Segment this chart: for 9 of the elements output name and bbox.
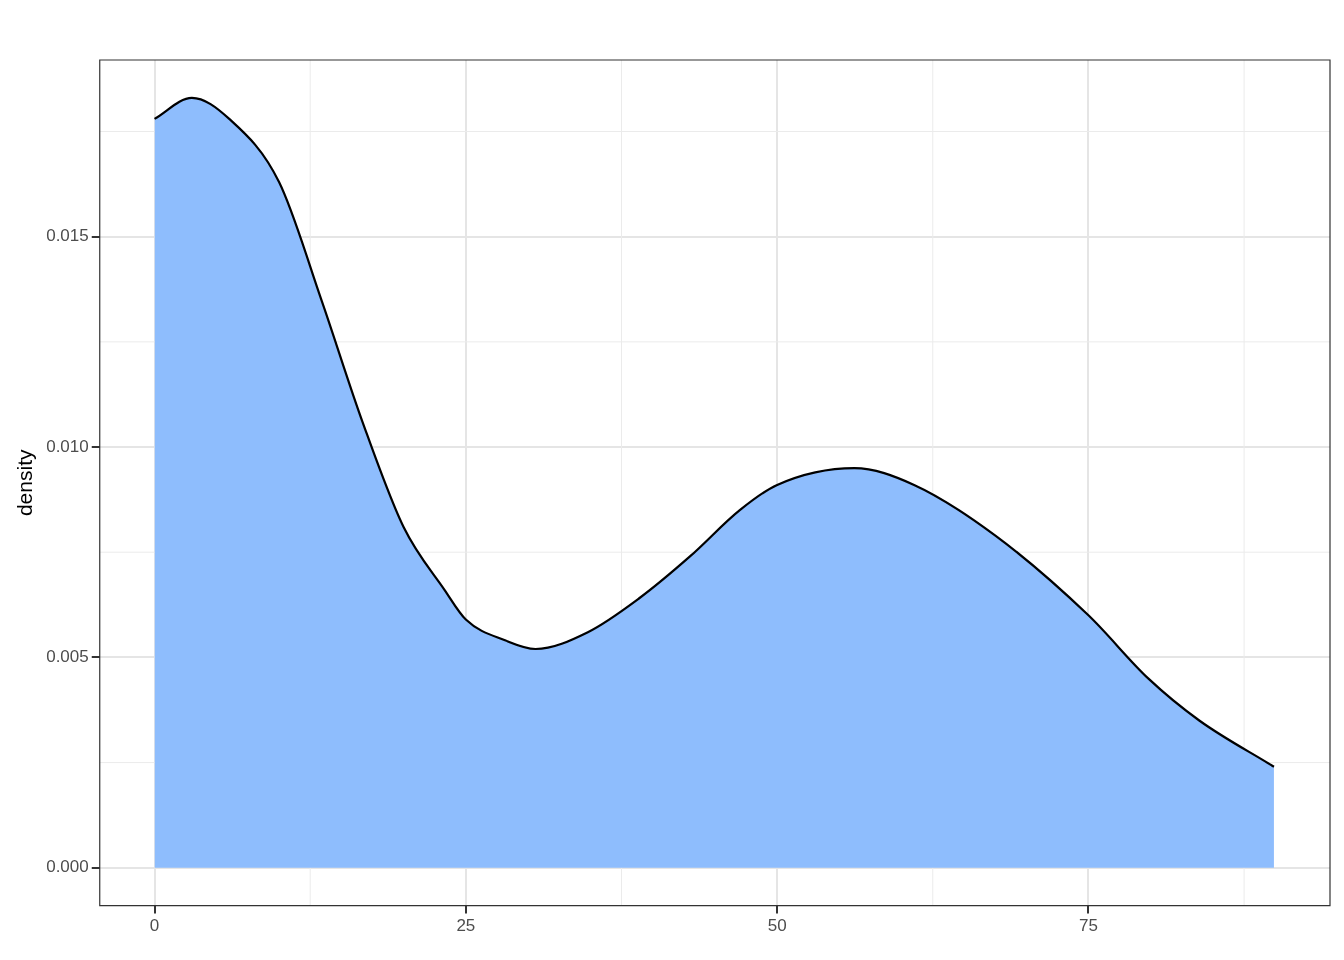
x-tick-label: 25: [456, 916, 476, 936]
y-tick-label: 0.005: [46, 647, 89, 667]
y-tick-label: 0.010: [46, 436, 89, 456]
x-tick-label: 75: [1078, 916, 1098, 936]
y-axis-title: density: [13, 449, 37, 517]
x-tick-label: 50: [767, 916, 787, 936]
x-tick-label: 0: [149, 916, 160, 936]
y-tick-label: 0.000: [46, 857, 89, 877]
y-tick-label: 0.015: [46, 226, 89, 246]
